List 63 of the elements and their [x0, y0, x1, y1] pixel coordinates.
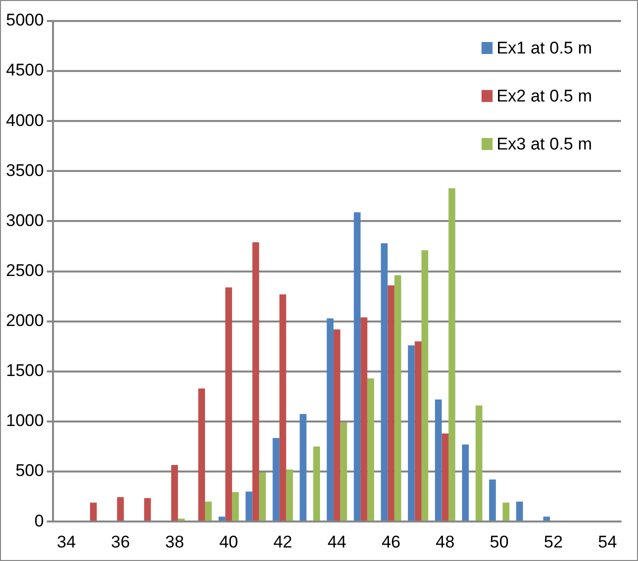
- legend-label: Ex3 at 0.5 m: [496, 134, 592, 154]
- x-tick-label: 54: [598, 532, 617, 552]
- bar: [272, 438, 280, 521]
- x-tick-label: 48: [436, 532, 455, 552]
- x-tick-label: 50: [490, 532, 509, 552]
- y-tick-label: 3000: [6, 210, 44, 230]
- x-tick-label: 42: [273, 532, 292, 552]
- bar: [90, 502, 97, 521]
- bar: [279, 294, 286, 521]
- x-tick-label: 34: [56, 532, 76, 552]
- bar: [354, 212, 361, 521]
- bar: [313, 446, 320, 521]
- bar: [171, 465, 178, 521]
- bar: [434, 399, 442, 521]
- x-tick-label: 52: [544, 532, 563, 552]
- bar: [367, 378, 374, 521]
- bar: [300, 414, 306, 521]
- bar: [360, 317, 368, 521]
- bar: [489, 480, 496, 521]
- bar: [380, 243, 388, 521]
- y-tick-label: 3500: [6, 160, 44, 180]
- y-tick-label: 2500: [6, 260, 44, 280]
- bar: [502, 502, 510, 521]
- bar: [394, 275, 402, 521]
- x-tick-label: 38: [165, 532, 184, 552]
- legend-label: Ex2 at 0.5 m: [496, 86, 592, 106]
- bar: [408, 345, 415, 521]
- y-tick-label: 500: [15, 461, 44, 480]
- y-tick-label: 2000: [6, 311, 44, 330]
- bar: [205, 502, 212, 521]
- bar: [246, 492, 252, 521]
- x-tick-label: 44: [327, 532, 346, 552]
- bar: [286, 470, 293, 521]
- bar: [252, 242, 260, 521]
- bar: [340, 422, 348, 521]
- x-tick-label: 36: [111, 532, 130, 552]
- bar: [414, 341, 422, 521]
- bar: [144, 498, 151, 521]
- legend-label: Ex1 at 0.5 m: [496, 38, 592, 58]
- y-tick-label: 4500: [6, 60, 44, 80]
- y-tick-label: 0: [34, 511, 44, 530]
- x-tick-label: 46: [382, 532, 400, 552]
- bar: [259, 472, 266, 521]
- y-tick-label: 4000: [6, 110, 44, 130]
- bar: [388, 285, 394, 521]
- bar: [543, 516, 550, 521]
- bar: [462, 444, 469, 521]
- bar: [326, 318, 334, 521]
- x-tick-label: 40: [219, 532, 238, 552]
- y-tick-label: 1500: [6, 361, 44, 380]
- bar: [232, 492, 239, 521]
- y-tick-label: 5000: [6, 10, 44, 30]
- y-tick-label: 1000: [6, 411, 44, 430]
- bar: [198, 388, 206, 521]
- bar: [218, 516, 226, 521]
- bar: [117, 497, 124, 521]
- bar: [225, 287, 232, 521]
- bar: [448, 188, 456, 521]
- bar: [476, 405, 482, 521]
- bar: [334, 329, 340, 521]
- bar: [442, 433, 449, 521]
- bar: [421, 250, 428, 521]
- bar: [516, 502, 523, 521]
